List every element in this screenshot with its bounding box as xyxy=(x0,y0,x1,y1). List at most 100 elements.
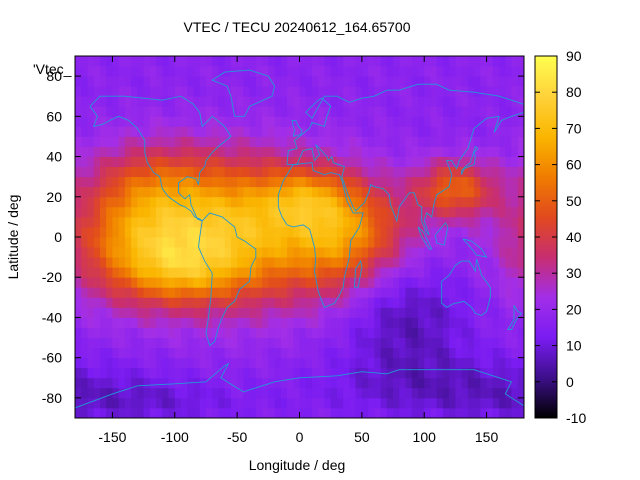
heat-cell xyxy=(218,327,226,338)
heat-cell xyxy=(255,397,263,409)
heat-cell xyxy=(355,407,363,419)
heat-cell xyxy=(268,277,275,288)
heat-cell xyxy=(212,407,219,419)
heat-cell xyxy=(393,56,400,67)
heat-cell xyxy=(499,196,506,208)
heat-cell xyxy=(199,156,207,168)
heat-cell xyxy=(305,96,313,107)
heat-cell xyxy=(455,337,463,349)
heat-cell xyxy=(461,287,469,298)
heat-cell xyxy=(374,337,381,349)
heat-cell xyxy=(224,247,232,258)
heat-cell xyxy=(455,206,463,218)
heat-cell xyxy=(187,237,194,248)
heat-cell xyxy=(305,277,313,288)
heat-cell xyxy=(162,96,169,107)
heat-cell xyxy=(361,136,369,147)
heat-cell xyxy=(131,156,138,168)
heat-cell xyxy=(349,126,357,137)
heat-cell xyxy=(442,337,450,349)
heat-cell xyxy=(118,257,126,268)
heat-cell xyxy=(318,297,325,308)
heat-cell xyxy=(492,166,500,178)
heat-cell xyxy=(336,66,344,77)
heat-cell xyxy=(374,56,381,67)
heat-cell xyxy=(343,96,350,107)
heat-cell xyxy=(199,186,207,198)
heat-cell xyxy=(255,277,263,288)
heat-cell xyxy=(299,66,307,77)
heat-cell xyxy=(81,206,88,218)
heat-cell xyxy=(461,367,469,379)
heat-cell xyxy=(374,176,381,188)
heat-cell xyxy=(237,267,244,278)
heat-cell xyxy=(106,206,113,218)
heat-cell xyxy=(280,136,288,147)
heat-cell xyxy=(149,327,157,338)
heat-cell xyxy=(380,106,388,117)
heat-cell xyxy=(405,216,413,228)
heat-cell xyxy=(424,166,431,178)
heat-cell xyxy=(87,337,95,349)
heat-cell xyxy=(99,56,107,67)
heat-cell xyxy=(380,66,388,77)
heat-cell xyxy=(149,136,157,147)
heat-cell xyxy=(380,367,388,379)
heat-cell xyxy=(517,297,525,308)
heat-cell xyxy=(517,106,525,117)
heat-cell xyxy=(174,226,182,238)
heat-cell xyxy=(280,247,288,258)
heat-cell xyxy=(467,407,475,419)
heat-cell xyxy=(243,297,251,308)
heat-cell xyxy=(199,287,207,298)
heat-cell xyxy=(330,116,338,127)
heat-cell xyxy=(143,407,151,419)
heat-cell xyxy=(368,176,375,188)
heat-cell xyxy=(287,56,294,67)
heat-cell xyxy=(174,156,182,168)
heat-cell xyxy=(137,96,144,107)
heat-cell xyxy=(374,267,381,278)
heat-cell xyxy=(461,166,469,178)
heat-cell xyxy=(336,357,344,369)
heat-cell xyxy=(193,116,201,127)
heat-cell xyxy=(405,136,413,147)
heat-cell xyxy=(168,297,176,308)
heat-cell xyxy=(436,156,444,168)
heat-cell xyxy=(156,116,163,127)
heat-cell xyxy=(449,277,456,288)
heat-cell xyxy=(399,377,406,389)
heat-cell xyxy=(75,297,82,308)
heat-cell xyxy=(299,196,307,208)
heat-cell xyxy=(430,317,438,328)
heat-cell xyxy=(355,156,363,168)
heat-cell xyxy=(374,166,381,178)
heat-cell xyxy=(486,307,494,318)
heat-cell xyxy=(324,136,332,147)
heat-cell xyxy=(455,136,463,147)
heat-cell xyxy=(474,317,481,328)
heat-cell xyxy=(499,327,506,338)
heat-cell xyxy=(193,257,201,268)
heat-cell xyxy=(137,397,144,409)
heat-cell xyxy=(386,377,394,389)
heat-cell xyxy=(318,216,325,228)
heat-cell xyxy=(517,337,525,349)
heat-cell xyxy=(499,186,506,198)
heat-cell xyxy=(255,96,263,107)
heat-cell xyxy=(505,247,512,258)
heat-cell xyxy=(505,116,512,127)
heat-cell xyxy=(455,216,463,228)
heat-cell xyxy=(343,367,350,379)
heat-cell xyxy=(230,136,238,147)
heat-cell xyxy=(311,377,319,389)
heat-cell xyxy=(255,66,263,77)
heat-cell xyxy=(124,216,132,228)
heat-cell xyxy=(517,327,525,338)
heat-cell xyxy=(305,176,313,188)
heat-cell xyxy=(193,86,201,97)
heat-cell xyxy=(199,66,207,77)
heat-cell xyxy=(411,317,419,328)
heat-cell xyxy=(131,397,138,409)
heat-cell xyxy=(293,56,300,67)
